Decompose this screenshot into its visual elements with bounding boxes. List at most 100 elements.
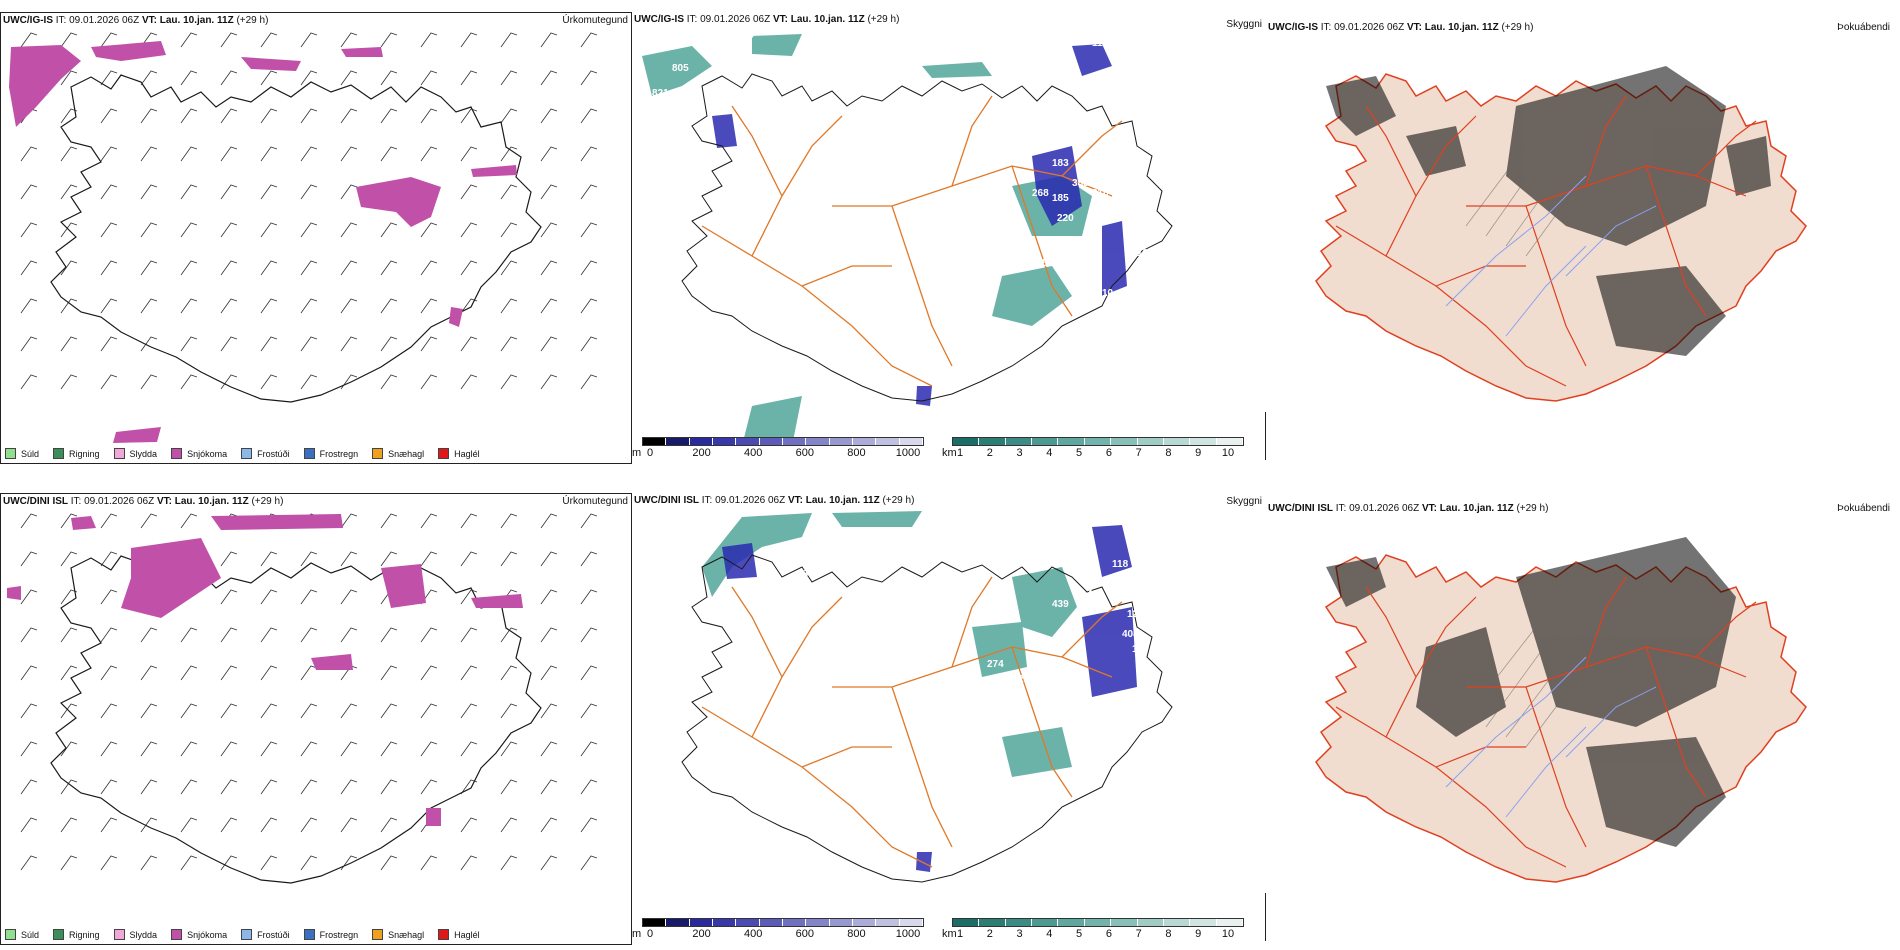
cloud-base-label: 185 bbox=[1052, 193, 1069, 204]
panel-header: UWC/IG-IS IT: 09.01.2026 06Z VT: Lau. 10… bbox=[3, 15, 269, 26]
snow-areas bbox=[9, 41, 517, 443]
legend-swatch bbox=[53, 448, 65, 459]
wind-barb bbox=[220, 146, 238, 162]
wind-barb bbox=[20, 146, 38, 162]
wind-barb bbox=[100, 336, 118, 352]
wind-barb bbox=[220, 741, 238, 757]
wind-barb bbox=[460, 665, 478, 681]
colorbar-segment bbox=[1005, 919, 1033, 926]
colorbar-segment bbox=[1137, 438, 1164, 445]
wind-barb bbox=[420, 513, 438, 529]
wind-barb bbox=[60, 184, 78, 200]
legend-label: Snæhagl bbox=[388, 929, 425, 940]
wind-barb bbox=[540, 665, 558, 681]
wind-barb bbox=[60, 513, 78, 529]
legend-label: Rigning bbox=[69, 448, 100, 459]
wind-barb bbox=[100, 855, 118, 871]
wind-barb bbox=[100, 184, 118, 200]
colorbar-segment bbox=[643, 438, 667, 445]
wind-barb bbox=[180, 665, 198, 681]
colorbar-tick: 0 bbox=[646, 928, 654, 940]
wind-barb bbox=[260, 260, 278, 276]
legend-swatch bbox=[303, 448, 315, 459]
cloud-base-label: 143 bbox=[1087, 704, 1104, 715]
legend-item: Frostúði bbox=[241, 448, 290, 459]
cloud-base-label: 404 bbox=[1122, 629, 1139, 640]
wind-barb bbox=[220, 855, 238, 871]
cloud-base-label: 805 bbox=[672, 63, 689, 74]
colorbar-segment bbox=[899, 438, 923, 445]
wind-barb bbox=[380, 551, 398, 567]
wind-barb bbox=[180, 513, 198, 529]
colorbar-segment bbox=[876, 438, 900, 445]
wind-barb bbox=[580, 817, 598, 833]
colorbar-tick: 5 bbox=[1076, 447, 1083, 459]
wind-barb bbox=[500, 260, 518, 276]
wind-barb bbox=[580, 298, 598, 314]
colorbar-segment bbox=[712, 919, 737, 926]
wind-barb bbox=[100, 741, 118, 757]
legend-item: Rigning bbox=[53, 929, 100, 940]
wind-barb bbox=[300, 70, 318, 86]
colorbar-tick: 10 bbox=[1221, 928, 1235, 940]
wind-barb bbox=[100, 70, 118, 86]
legend-item: Haglél bbox=[438, 929, 480, 940]
wind-barb bbox=[460, 741, 478, 757]
wind-barb bbox=[540, 108, 558, 124]
colorbar-segment bbox=[829, 919, 853, 926]
wind-barb bbox=[500, 32, 518, 48]
legend-label: Haglél bbox=[454, 448, 480, 459]
colorbar-segment bbox=[1190, 919, 1217, 926]
wind-barb bbox=[540, 222, 558, 238]
wind-barb bbox=[140, 855, 158, 871]
wind-barb bbox=[180, 222, 198, 238]
cloud-base-label: 518 bbox=[737, 30, 754, 41]
wind-barb bbox=[260, 589, 278, 605]
colorbar-tick: 6 bbox=[1105, 447, 1112, 459]
colorbar-segment bbox=[1058, 919, 1085, 926]
wind-barb bbox=[300, 298, 318, 314]
wind-barb bbox=[500, 146, 518, 162]
colorbar-segment bbox=[782, 438, 807, 445]
colorbar-segment bbox=[759, 919, 783, 926]
wind-barb bbox=[260, 184, 278, 200]
wind-barb bbox=[500, 665, 518, 681]
colorbar-tick: 400 bbox=[744, 928, 763, 940]
colorbar-unit: m bbox=[632, 928, 642, 940]
colorbar-segment bbox=[953, 919, 980, 926]
wind-barb bbox=[340, 741, 358, 757]
wind-barb bbox=[380, 146, 398, 162]
wind-barb bbox=[180, 336, 198, 352]
colorbar-tick: 7 bbox=[1135, 928, 1142, 940]
wind-barb bbox=[300, 665, 318, 681]
legend-swatch bbox=[241, 448, 253, 459]
wind-barb bbox=[220, 627, 238, 643]
wind-barb bbox=[220, 298, 238, 314]
wind-barb bbox=[60, 298, 78, 314]
colorbar-segment bbox=[1137, 919, 1164, 926]
wind-barb bbox=[460, 108, 478, 124]
wind-barb bbox=[60, 336, 78, 352]
wind-barb bbox=[540, 779, 558, 795]
cloud-base-label: 220 bbox=[1057, 213, 1074, 224]
cloud-base-label: 885 bbox=[952, 511, 969, 522]
colorbar-tick: 8 bbox=[1165, 447, 1172, 459]
legend-label: Frostúði bbox=[257, 929, 290, 940]
colorbar-segment bbox=[829, 438, 853, 445]
colorbar-segment bbox=[736, 919, 760, 926]
wind-barb bbox=[540, 298, 558, 314]
iceland-fog-map bbox=[1315, 537, 1807, 883]
low-ceiling-areas bbox=[722, 525, 1137, 872]
panel-header: UWC/IG-IS IT: 09.01.2026 06Z VT: Lau. 10… bbox=[634, 14, 900, 25]
wind-barb bbox=[100, 551, 118, 567]
low-visibility-areas bbox=[702, 511, 1077, 777]
wind-barb bbox=[140, 627, 158, 643]
wind-barb bbox=[380, 855, 398, 871]
wind-barb bbox=[460, 222, 478, 238]
wind-barb bbox=[20, 703, 38, 719]
colorbar-tick: 1000 bbox=[895, 928, 921, 940]
colorbar-segment bbox=[1163, 919, 1191, 926]
wind-barb bbox=[60, 260, 78, 276]
wind-barb bbox=[500, 855, 518, 871]
